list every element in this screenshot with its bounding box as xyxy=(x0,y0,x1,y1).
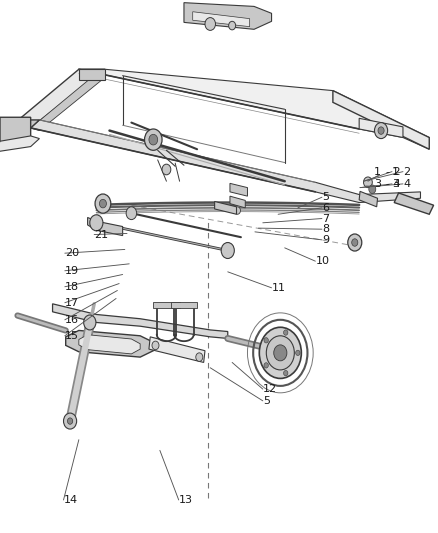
Polygon shape xyxy=(9,120,39,128)
Circle shape xyxy=(64,413,77,429)
Polygon shape xyxy=(79,69,429,149)
Polygon shape xyxy=(31,74,105,131)
Text: 7: 7 xyxy=(322,214,329,223)
Circle shape xyxy=(369,185,376,193)
Polygon shape xyxy=(215,201,237,214)
Polygon shape xyxy=(0,117,31,149)
Circle shape xyxy=(229,21,236,30)
Circle shape xyxy=(84,315,96,330)
Text: 16: 16 xyxy=(65,315,79,325)
Circle shape xyxy=(67,418,73,424)
Text: - 2: - 2 xyxy=(386,167,401,176)
Circle shape xyxy=(99,199,106,208)
Circle shape xyxy=(374,123,388,139)
Polygon shape xyxy=(53,304,228,338)
Text: 5: 5 xyxy=(322,192,329,202)
Circle shape xyxy=(162,164,171,175)
Polygon shape xyxy=(79,69,105,80)
Text: 8: 8 xyxy=(322,224,329,234)
Polygon shape xyxy=(230,196,245,208)
Polygon shape xyxy=(149,337,205,362)
Text: 3: 3 xyxy=(374,179,381,189)
Text: 1: 1 xyxy=(374,167,381,176)
Polygon shape xyxy=(66,330,153,357)
Circle shape xyxy=(196,353,203,361)
Text: 3: 3 xyxy=(392,179,399,189)
Text: 13: 13 xyxy=(179,495,193,505)
Circle shape xyxy=(296,350,300,356)
Circle shape xyxy=(283,330,288,335)
Polygon shape xyxy=(171,302,197,308)
Text: 11: 11 xyxy=(272,283,286,293)
Polygon shape xyxy=(153,302,180,308)
Text: 21: 21 xyxy=(94,230,108,239)
Text: 18: 18 xyxy=(65,282,79,292)
Polygon shape xyxy=(350,238,360,248)
Text: 2: 2 xyxy=(403,167,410,176)
Circle shape xyxy=(149,134,158,145)
Text: 5: 5 xyxy=(263,396,270,406)
Text: 4: 4 xyxy=(403,179,410,189)
Circle shape xyxy=(234,207,240,214)
Circle shape xyxy=(274,345,287,361)
Circle shape xyxy=(364,177,372,188)
Circle shape xyxy=(348,234,362,251)
Text: 14: 14 xyxy=(64,495,78,505)
Polygon shape xyxy=(88,217,123,236)
Circle shape xyxy=(264,337,268,343)
Circle shape xyxy=(221,243,234,259)
Circle shape xyxy=(283,370,288,376)
Polygon shape xyxy=(333,91,429,149)
Polygon shape xyxy=(79,335,140,354)
Circle shape xyxy=(266,336,294,370)
Text: 17: 17 xyxy=(65,298,79,308)
Circle shape xyxy=(126,207,137,220)
Text: 6: 6 xyxy=(322,203,329,213)
Circle shape xyxy=(95,194,111,213)
Text: 1: 1 xyxy=(392,167,399,176)
Circle shape xyxy=(152,341,159,350)
Circle shape xyxy=(259,327,301,378)
Circle shape xyxy=(352,239,358,246)
Polygon shape xyxy=(230,183,247,196)
Polygon shape xyxy=(9,69,105,128)
Polygon shape xyxy=(184,3,272,29)
Polygon shape xyxy=(193,12,250,27)
Text: 19: 19 xyxy=(65,266,79,276)
Circle shape xyxy=(90,215,103,231)
Circle shape xyxy=(378,127,384,134)
Text: 12: 12 xyxy=(263,384,277,394)
Text: 10: 10 xyxy=(315,256,329,266)
Polygon shape xyxy=(359,191,378,207)
Polygon shape xyxy=(0,136,39,152)
Polygon shape xyxy=(359,118,403,138)
Circle shape xyxy=(205,18,215,30)
Circle shape xyxy=(264,363,268,368)
Text: 15: 15 xyxy=(65,331,79,341)
Polygon shape xyxy=(31,120,420,203)
Text: - 4: - 4 xyxy=(386,179,401,189)
Text: 9: 9 xyxy=(322,235,329,245)
Polygon shape xyxy=(394,193,434,214)
Text: 20: 20 xyxy=(65,248,79,258)
Circle shape xyxy=(145,129,162,150)
